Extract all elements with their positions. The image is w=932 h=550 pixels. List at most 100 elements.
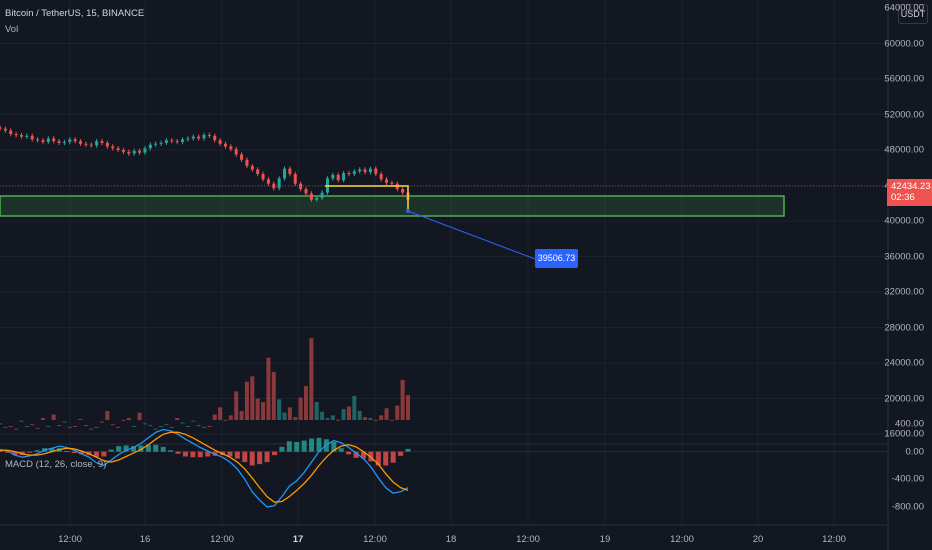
- volume-bar: [57, 425, 62, 427]
- volume-bar: [159, 426, 164, 428]
- candle-body: [358, 169, 362, 172]
- horizontal-drawing-line[interactable]: [325, 185, 409, 211]
- volume-bar: [94, 426, 99, 428]
- volume-bar: [19, 420, 24, 422]
- volume-bar: [100, 421, 104, 423]
- candle-body: [170, 140, 174, 142]
- volume-bar: [180, 422, 185, 424]
- candle-body: [213, 135, 217, 141]
- candle-body: [368, 168, 372, 173]
- macd-histogram-bar: [190, 451, 196, 458]
- volume-bar: [14, 428, 19, 430]
- candle-body: [331, 174, 335, 179]
- candle-body: [342, 173, 346, 181]
- macd-histogram-bar: [271, 451, 277, 456]
- macd-histogram-bar: [0, 450, 3, 452]
- macd-histogram-bar: [234, 451, 240, 459]
- candle-body: [175, 141, 179, 143]
- candle-body: [352, 171, 356, 174]
- macd-histogram-bar: [145, 444, 151, 452]
- candle-body: [218, 140, 222, 144]
- candle-body: [401, 189, 405, 193]
- candle-body: [379, 173, 383, 180]
- grid: [0, 0, 888, 525]
- candle-body: [19, 134, 23, 137]
- candle-body: [191, 136, 195, 139]
- price-tick-label: 56000.00: [884, 73, 924, 85]
- volume-bar: [175, 418, 180, 420]
- volume-bar: [202, 426, 206, 428]
- time-tick-label: 12:00: [670, 534, 694, 545]
- volume-bar: [212, 414, 217, 420]
- price-tick-label: 24000.00: [884, 357, 924, 369]
- time-tick-label: 12:00: [822, 534, 846, 545]
- volume-bar: [78, 418, 83, 420]
- macd-tick-label: 0.00: [905, 446, 925, 458]
- time-tick-label: 12:00: [58, 534, 82, 545]
- macd-histogram-bar: [197, 451, 203, 458]
- volume-bar: [83, 425, 88, 427]
- candle-body: [79, 141, 83, 144]
- target-price-label[interactable]: 39506.73: [535, 249, 578, 268]
- candle-body: [266, 179, 270, 184]
- candle-body: [154, 143, 158, 145]
- macd-histogram-bar: [175, 451, 181, 454]
- volume-bar: [116, 426, 121, 428]
- candle-body: [229, 146, 233, 150]
- time-tick-label: 12:00: [363, 534, 387, 545]
- price-tick-label: 40000.00: [884, 215, 924, 227]
- candle-body: [315, 197, 319, 200]
- volume-bar: [341, 409, 346, 420]
- symbol-title[interactable]: Bitcoin / TetherUS, 15, BINANCE: [5, 8, 145, 19]
- candle-body: [245, 159, 249, 166]
- candle-body: [261, 173, 265, 180]
- candle-body: [89, 144, 93, 146]
- macd-pane: [0, 428, 888, 508]
- candle-body: [138, 150, 142, 153]
- candle-body: [207, 134, 211, 136]
- candle-body: [159, 142, 163, 144]
- callout-connector[interactable]: [407, 210, 536, 260]
- macd-indicator-label[interactable]: MACD (12, 26, close, 9): [5, 459, 107, 470]
- macd-histogram-bar: [205, 451, 211, 457]
- currency-badge[interactable]: USDT: [898, 4, 928, 24]
- macd-histogram-bar: [101, 451, 107, 457]
- volume-bar: [142, 423, 147, 425]
- macd-histogram-bar: [182, 451, 188, 457]
- macd-histogram-bar: [346, 451, 352, 455]
- macd-histogram-bar: [71, 451, 77, 454]
- macd-histogram-bar: [375, 451, 381, 466]
- volume-bar: [314, 402, 319, 420]
- callout-anchor[interactable]: [406, 209, 410, 213]
- candle-body: [256, 169, 260, 174]
- macd-histogram-bar: [153, 444, 159, 452]
- candle-body: [385, 179, 389, 183]
- price-tick-label: 16000.00: [884, 428, 924, 440]
- candle-body: [100, 141, 104, 143]
- volume-bar: [164, 424, 169, 426]
- candle-body: [84, 143, 88, 145]
- volume-bar: [304, 386, 308, 420]
- time-tick-label: 16: [139, 534, 151, 545]
- candle-body: [148, 144, 152, 149]
- candle-body: [336, 174, 340, 181]
- candle-body: [132, 150, 136, 154]
- volume-indicator-label[interactable]: Vol: [5, 24, 19, 35]
- price-tick-label: 20000.00: [884, 393, 924, 404]
- volume-bar: [373, 419, 378, 421]
- volume-bar: [352, 395, 357, 420]
- macd-histogram-bar: [123, 445, 129, 452]
- macd-histogram-bar: [64, 450, 70, 452]
- macd-histogram-bar: [286, 441, 292, 452]
- support-zone-rectangle[interactable]: [0, 195, 785, 217]
- price-candles: [0, 125, 410, 202]
- volume-bar: [185, 426, 190, 428]
- volume-bar: [8, 426, 13, 428]
- macd-histogram-bar: [264, 451, 270, 463]
- volume-bar: [223, 419, 228, 421]
- volume-bar: [406, 394, 410, 420]
- time-tick-label: 18: [445, 534, 457, 545]
- macd-histogram-bar: [338, 448, 344, 452]
- volume-bar: [298, 397, 303, 420]
